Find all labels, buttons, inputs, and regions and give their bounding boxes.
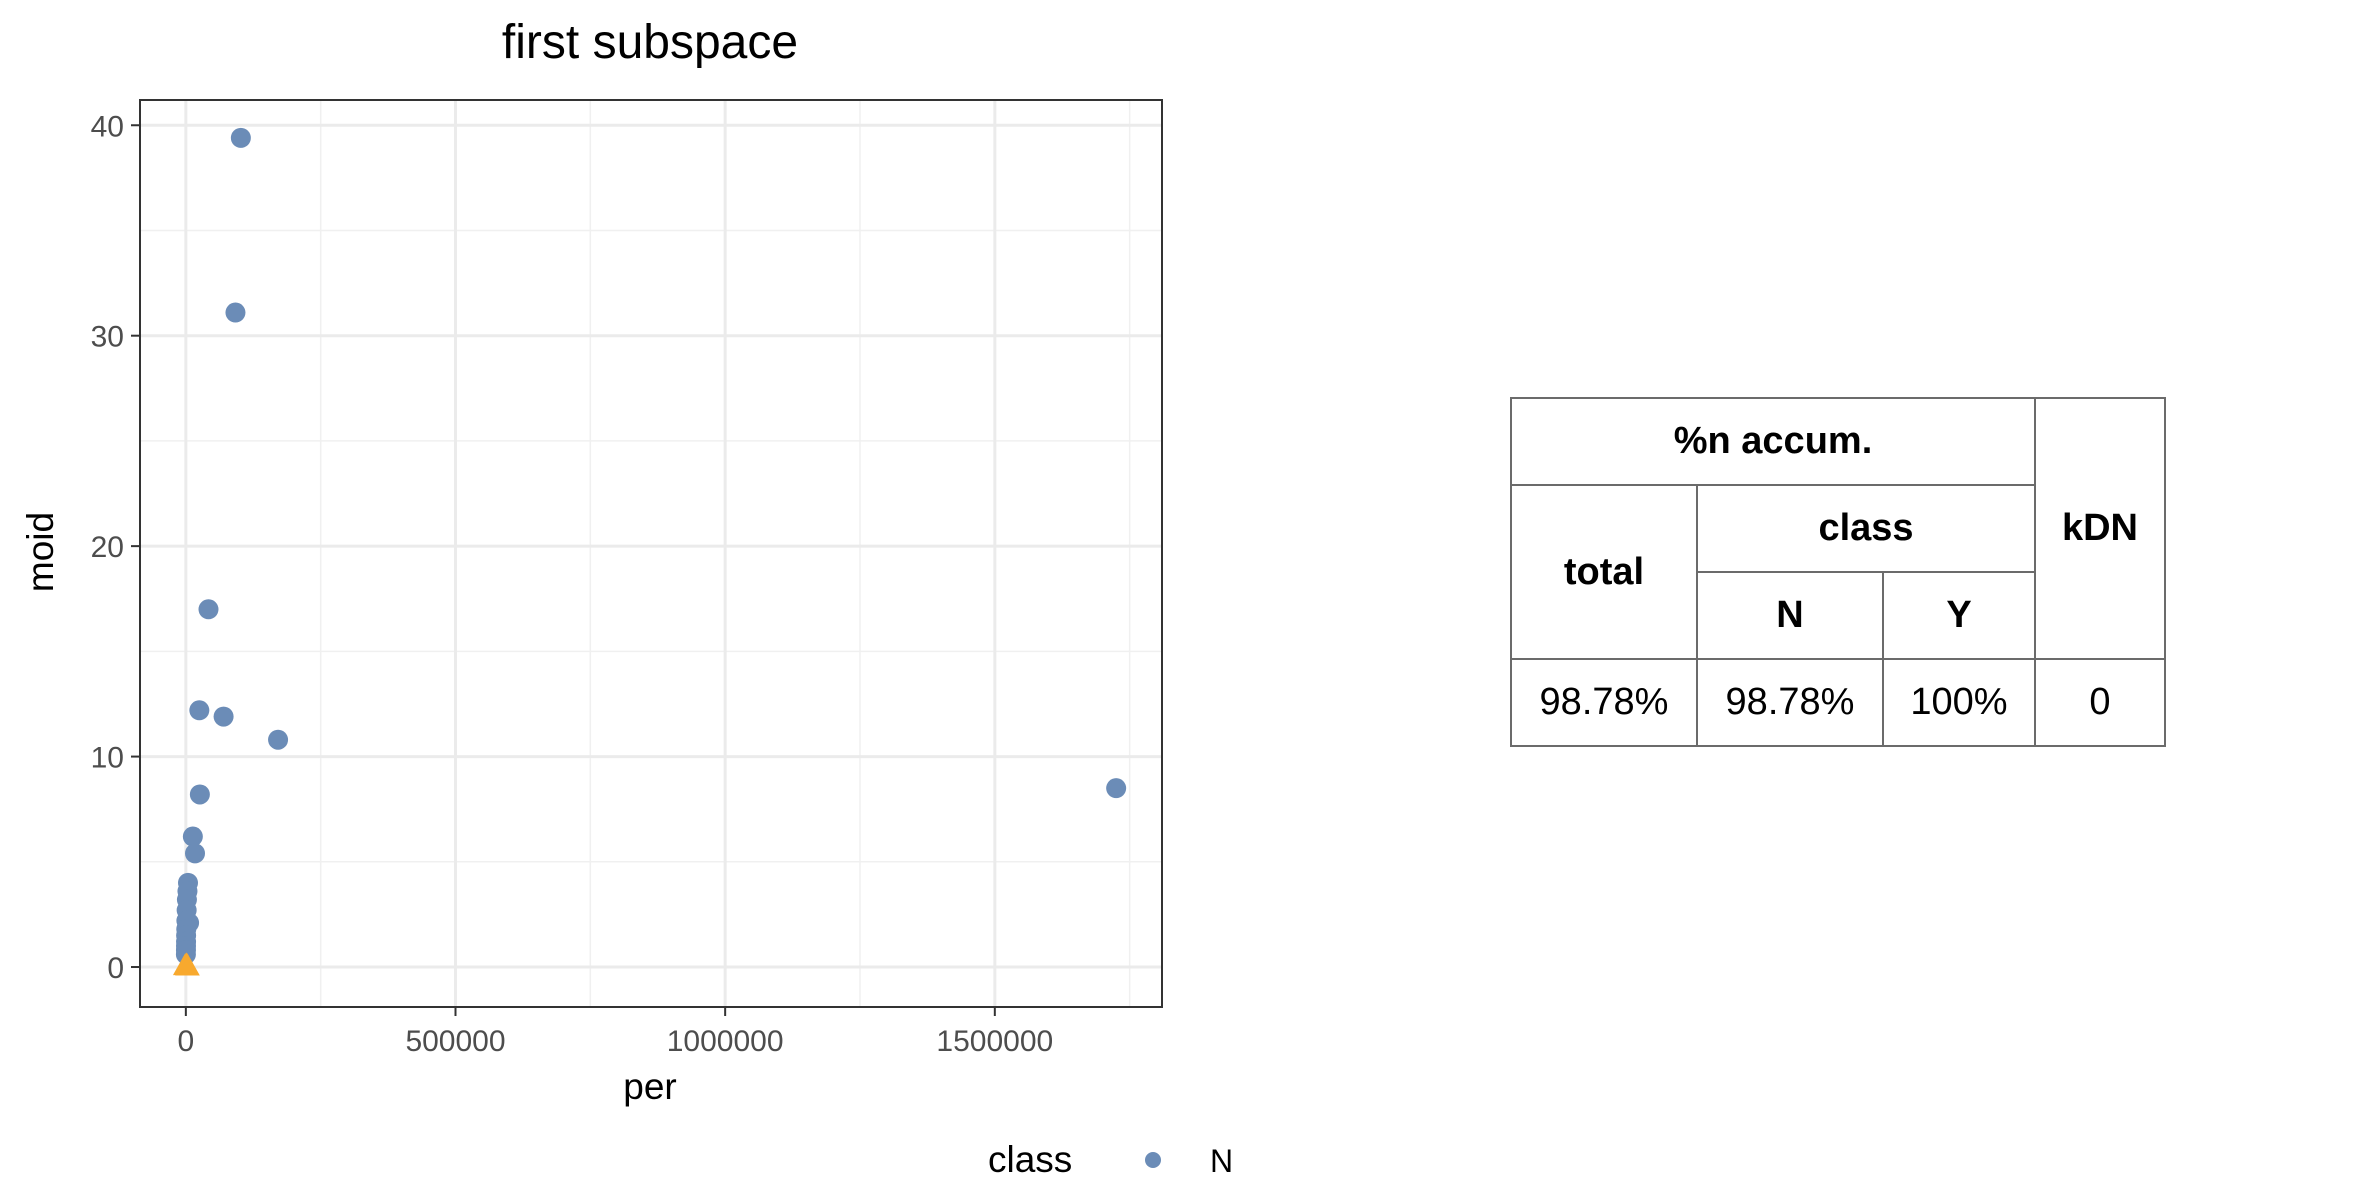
y-tick-label: 40	[91, 110, 124, 143]
summary-table: %n accum. kDN total class N Y 98.78% 98.…	[1510, 397, 2166, 747]
scatter-plot: 0 500000 1000000 1500000 0 10 20 30 40 first sub…	[20, 16, 1233, 1180]
data-point-n	[189, 700, 210, 721]
cell-n: 98.78%	[1696, 658, 1884, 747]
header-total: total	[1510, 484, 1698, 660]
cell-y: 100%	[1882, 658, 2036, 747]
data-point-n	[268, 729, 289, 750]
data-point-n	[1106, 778, 1127, 799]
data-point-n	[185, 843, 206, 864]
axes: 0 500000 1000000 1500000 0 10 20 30 40	[91, 110, 1054, 1058]
data-points	[172, 127, 1127, 976]
data-point-n	[189, 784, 210, 805]
grid-lines	[140, 100, 1162, 1007]
legend: class N Y	[988, 1139, 1233, 1180]
data-point-n	[198, 599, 219, 620]
chart-title: first subspace	[502, 16, 798, 69]
header-class: class	[1696, 484, 2036, 573]
data-point-n	[213, 706, 234, 727]
x-tick-label: 1000000	[667, 1025, 784, 1058]
header-class-y: Y	[1882, 571, 2036, 660]
x-tick-label: 500000	[405, 1025, 505, 1058]
y-axis-title: moid	[20, 512, 61, 592]
x-tick-label: 0	[177, 1025, 194, 1058]
legend-title: class	[988, 1139, 1072, 1180]
plot-panel	[139, 99, 1163, 1008]
y-tick-label: 30	[91, 321, 124, 354]
cell-kdn: 0	[2034, 658, 2166, 747]
y-tick-label: 10	[91, 742, 124, 775]
legend-label-n: N	[1210, 1143, 1233, 1179]
header-class-n: N	[1696, 571, 1884, 660]
y-tick-label: 20	[91, 531, 124, 564]
x-tick-label: 1500000	[936, 1025, 1053, 1058]
y-tick-label: 0	[107, 952, 124, 985]
data-point-n	[230, 127, 251, 148]
header-kdn: kDN	[2034, 397, 2166, 660]
data-point-y	[175, 953, 200, 976]
data-point-n	[225, 302, 246, 323]
data-point-n	[182, 826, 203, 847]
x-axis-title: per	[623, 1066, 676, 1107]
table-row: 98.78% 98.78% 100% 0	[1510, 658, 2166, 747]
legend-marker-n	[1145, 1152, 1161, 1168]
cell-total: 98.78%	[1510, 658, 1698, 747]
header-accum: %n accum.	[1510, 397, 2036, 486]
